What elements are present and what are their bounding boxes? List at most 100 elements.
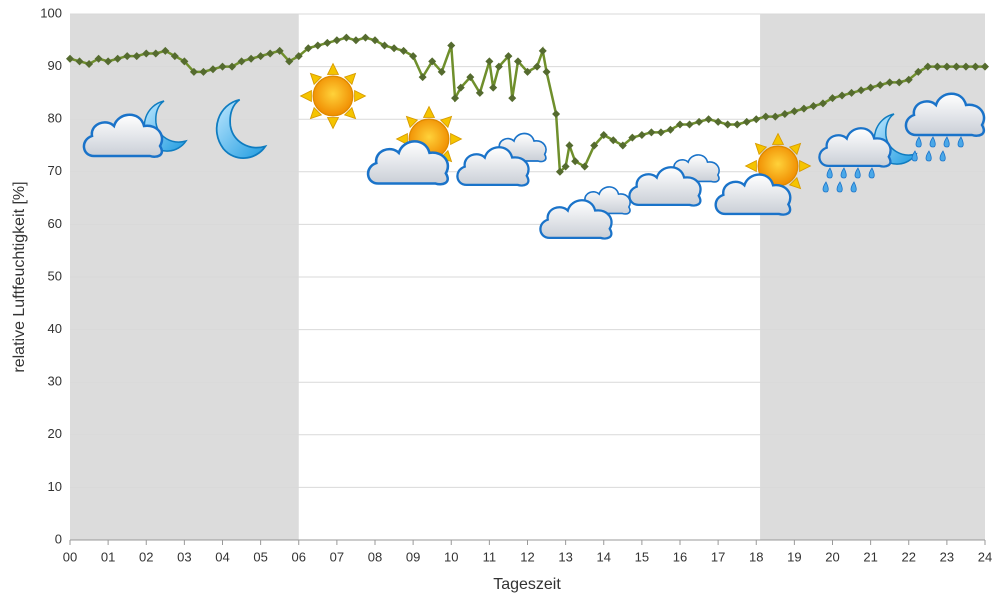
data-point bbox=[475, 88, 484, 97]
data-point bbox=[218, 62, 227, 71]
x-tick-label: 07 bbox=[330, 549, 344, 564]
data-point bbox=[161, 46, 170, 55]
data-point bbox=[761, 112, 770, 121]
data-point bbox=[552, 109, 561, 118]
data-point bbox=[799, 104, 808, 113]
data-point bbox=[723, 120, 732, 129]
data-point bbox=[323, 38, 332, 47]
data-point bbox=[504, 52, 513, 61]
x-tick-label: 08 bbox=[368, 549, 382, 564]
data-point bbox=[85, 59, 94, 68]
data-point bbox=[885, 78, 894, 87]
data-point bbox=[866, 83, 875, 92]
data-point bbox=[857, 86, 866, 95]
data-point bbox=[304, 44, 313, 53]
y-tick-label: 0 bbox=[55, 531, 62, 546]
data-point bbox=[733, 120, 742, 129]
data-point bbox=[447, 41, 456, 50]
y-tick-label: 100 bbox=[40, 5, 62, 20]
plot bbox=[66, 33, 989, 176]
data-point bbox=[208, 65, 217, 74]
x-tick-label: 19 bbox=[787, 549, 801, 564]
x-tick-label: 09 bbox=[406, 549, 420, 564]
data-point bbox=[933, 62, 942, 71]
data-point bbox=[695, 117, 704, 126]
sun-icon bbox=[299, 62, 367, 130]
data-point bbox=[809, 102, 818, 111]
data-point bbox=[590, 141, 599, 150]
data-point bbox=[351, 36, 360, 45]
data-point bbox=[113, 54, 122, 63]
data-point bbox=[94, 54, 103, 63]
data-point bbox=[332, 36, 341, 45]
data-point bbox=[313, 41, 322, 50]
x-tick-label: 10 bbox=[444, 549, 458, 564]
data-point bbox=[666, 125, 675, 134]
data-point bbox=[685, 120, 694, 129]
data-point bbox=[66, 54, 74, 63]
data-point bbox=[523, 67, 532, 76]
data-point bbox=[847, 88, 856, 97]
x-tick-label: 06 bbox=[292, 549, 306, 564]
y-tick-label: 60 bbox=[48, 216, 62, 231]
data-point bbox=[294, 52, 303, 61]
data-point bbox=[914, 67, 923, 76]
data-point bbox=[771, 112, 780, 121]
data-point bbox=[895, 78, 904, 87]
x-tick-label: 23 bbox=[940, 549, 954, 564]
data-point bbox=[189, 67, 198, 76]
x-tick-label: 05 bbox=[253, 549, 267, 564]
data-point bbox=[399, 46, 408, 55]
x-tick-label: 22 bbox=[902, 549, 916, 564]
data-point bbox=[170, 52, 179, 61]
data-point bbox=[104, 57, 113, 66]
data-point bbox=[561, 162, 570, 171]
data-point bbox=[538, 46, 547, 55]
data-point bbox=[342, 33, 351, 42]
data-point bbox=[371, 36, 379, 45]
data-point bbox=[637, 130, 646, 139]
y-tick-label: 20 bbox=[48, 426, 62, 441]
data-point bbox=[513, 57, 522, 66]
y-tick-label: 10 bbox=[48, 479, 62, 494]
x-tick-label: 20 bbox=[825, 549, 839, 564]
data-point bbox=[714, 117, 723, 126]
data-point bbox=[123, 52, 132, 61]
x-tick-label: 15 bbox=[635, 549, 649, 564]
data-point bbox=[451, 94, 460, 103]
x-tick-label: 11 bbox=[483, 549, 497, 564]
data-point bbox=[237, 57, 246, 66]
y-axis-title: relative Luftfeuchtigkeit [%] bbox=[11, 181, 28, 372]
x-axis-title: Tageszeit bbox=[493, 576, 561, 593]
data-point bbox=[132, 52, 141, 61]
data-point bbox=[876, 81, 885, 90]
y-tick-label: 50 bbox=[48, 268, 62, 283]
data-point bbox=[542, 67, 551, 76]
data-point bbox=[742, 117, 751, 126]
data-point bbox=[489, 83, 498, 92]
data-point bbox=[508, 94, 517, 103]
data-point bbox=[971, 62, 980, 71]
x-tick-label: 14 bbox=[597, 549, 611, 564]
data-point bbox=[555, 167, 564, 176]
data-point bbox=[923, 62, 932, 71]
y-tick-label: 30 bbox=[48, 374, 62, 389]
data-point bbox=[456, 83, 465, 92]
data-point bbox=[676, 120, 684, 129]
x-tick-label: 18 bbox=[749, 549, 763, 564]
data-point bbox=[361, 33, 370, 42]
data-point bbox=[142, 49, 151, 58]
data-point bbox=[790, 107, 799, 116]
data-point bbox=[247, 54, 256, 63]
y-tick-label: 90 bbox=[48, 58, 62, 73]
data-point bbox=[285, 57, 294, 66]
data-point bbox=[752, 115, 761, 124]
data-point bbox=[628, 133, 637, 142]
data-point bbox=[390, 44, 399, 53]
data-point bbox=[199, 67, 208, 76]
data-point bbox=[409, 52, 418, 61]
data-point bbox=[904, 75, 913, 84]
data-point bbox=[580, 162, 589, 171]
x-tick-label: 12 bbox=[520, 549, 534, 564]
